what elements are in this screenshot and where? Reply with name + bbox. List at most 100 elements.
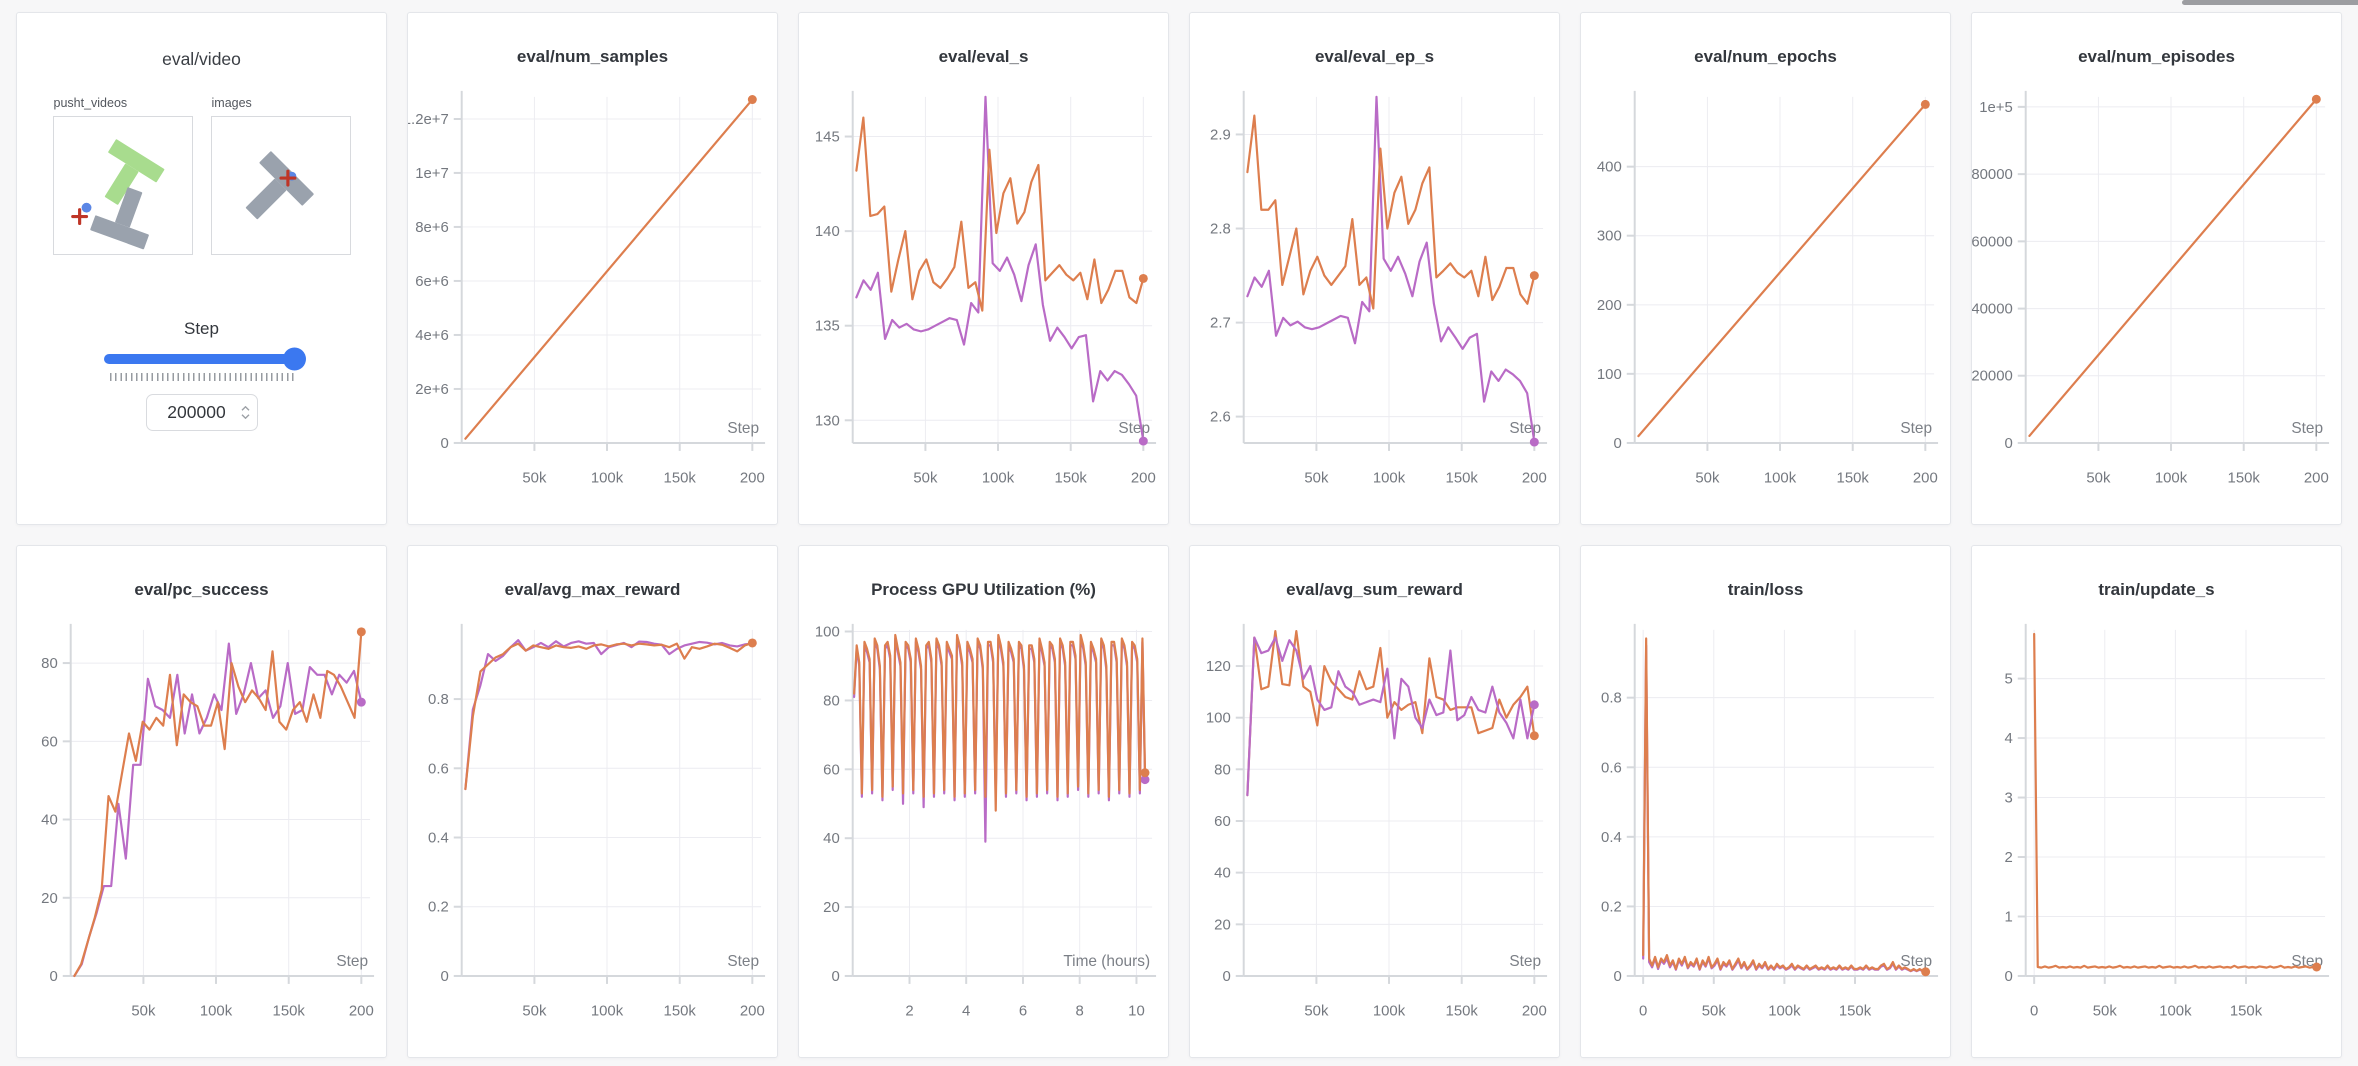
svg-text:2: 2 bbox=[905, 1004, 913, 1020]
svg-text:0: 0 bbox=[1222, 969, 1230, 985]
line-chart[interactable]: 50k 100k 150k 200 2.6 2.7 2.8 2.9 Step bbox=[1190, 69, 1559, 520]
panel-eval-avg-sum-reward: eval/avg_sum_reward 50k 100k 150k 200 0 20 40 6… bbox=[1189, 545, 1560, 1058]
line-chart[interactable]: 50k 100k 150k 200 0 20 40 60 80 100 120 Step bbox=[1190, 602, 1559, 1053]
svg-text:200: 200 bbox=[1597, 298, 1622, 314]
spinner-arrows[interactable] bbox=[241, 406, 250, 419]
step-input[interactable] bbox=[145, 394, 258, 431]
line-chart[interactable]: 50k 100k 150k 200 0 20 40 60 80 Step bbox=[17, 602, 386, 1053]
svg-text:Step: Step bbox=[1509, 953, 1541, 970]
svg-text:0.4: 0.4 bbox=[1601, 830, 1622, 846]
svg-text:8: 8 bbox=[1076, 1004, 1084, 1020]
svg-text:0.4: 0.4 bbox=[428, 830, 449, 846]
svg-text:Step: Step bbox=[727, 953, 759, 970]
svg-text:Step: Step bbox=[1900, 420, 1932, 437]
svg-text:50k: 50k bbox=[2086, 471, 2111, 487]
svg-text:40: 40 bbox=[823, 831, 840, 847]
svg-text:200: 200 bbox=[1913, 471, 1938, 487]
svg-text:50k: 50k bbox=[913, 471, 938, 487]
svg-text:6e+6: 6e+6 bbox=[415, 274, 449, 290]
svg-text:150k: 150k bbox=[273, 1004, 306, 1020]
horizontal-scrollbar[interactable] bbox=[2182, 0, 2358, 5]
panel-title: train/update_s bbox=[2098, 580, 2215, 599]
svg-text:0: 0 bbox=[1613, 969, 1621, 985]
step-slider-label: Step bbox=[184, 319, 219, 338]
line-chart[interactable]: 50k 100k 150k 200 0 2e+6 4e+6 6e+6 8e+6 1e+7 1.2e+… bbox=[408, 69, 777, 520]
svg-text:200: 200 bbox=[1131, 471, 1156, 487]
line-chart[interactable]: 50k 100k 150k 200 0 0.2 0.4 0.6 0.8 Step bbox=[408, 602, 777, 1053]
svg-text:10: 10 bbox=[1128, 1004, 1145, 1020]
svg-text:2.7: 2.7 bbox=[1210, 316, 1231, 332]
chevron-up-icon bbox=[241, 406, 249, 411]
svg-text:300: 300 bbox=[1597, 229, 1622, 245]
svg-text:0: 0 bbox=[1639, 1004, 1647, 1020]
svg-text:145: 145 bbox=[815, 130, 840, 146]
svg-text:150k: 150k bbox=[664, 1004, 697, 1020]
chevron-down-icon bbox=[241, 414, 249, 419]
svg-text:40000: 40000 bbox=[1972, 302, 2013, 318]
svg-text:1: 1 bbox=[2004, 909, 2012, 925]
pusht-video-thumbnail[interactable] bbox=[52, 116, 193, 255]
line-chart[interactable]: 0 50k 100k 150k 0 0.2 0.4 0.6 0.8 Step bbox=[1581, 602, 1950, 1053]
panel-title: eval/video bbox=[162, 49, 241, 69]
svg-text:50k: 50k bbox=[1695, 471, 1720, 487]
step-slider[interactable] bbox=[103, 347, 306, 371]
svg-text:50k: 50k bbox=[522, 1004, 547, 1020]
svg-text:100k: 100k bbox=[2155, 471, 2188, 487]
svg-text:50k: 50k bbox=[1304, 1004, 1329, 1020]
svg-text:100k: 100k bbox=[1768, 1004, 1801, 1020]
green-tee-shape bbox=[104, 139, 164, 205]
svg-text:50k: 50k bbox=[131, 1004, 156, 1020]
svg-text:0: 0 bbox=[2004, 436, 2012, 452]
svg-text:Step: Step bbox=[727, 420, 759, 437]
panel-title: train/loss bbox=[1727, 580, 1804, 599]
svg-text:4: 4 bbox=[962, 1004, 970, 1020]
svg-text:80: 80 bbox=[1214, 762, 1231, 778]
svg-text:0.6: 0.6 bbox=[1601, 760, 1622, 776]
svg-text:40: 40 bbox=[1214, 866, 1231, 882]
svg-text:50k: 50k bbox=[1304, 471, 1329, 487]
media-row: pusht_videos image bbox=[17, 96, 386, 255]
svg-text:1.2e+7: 1.2e+7 bbox=[408, 112, 449, 128]
svg-text:150k: 150k bbox=[1837, 471, 1870, 487]
svg-text:200: 200 bbox=[2304, 471, 2329, 487]
goal-cross-icon bbox=[70, 208, 88, 226]
svg-text:20: 20 bbox=[41, 891, 58, 907]
panel-train-loss: train/loss 0 50k 100k 150k 0 0.2 0.4 0.6 0.8 Step bbox=[1580, 545, 1951, 1058]
gray-tee-shape bbox=[245, 151, 314, 220]
svg-text:100k: 100k bbox=[982, 471, 1015, 487]
gray-tee-shape bbox=[89, 187, 149, 250]
slider-thumb[interactable] bbox=[282, 347, 306, 371]
svg-text:200: 200 bbox=[1522, 471, 1547, 487]
svg-text:100k: 100k bbox=[1373, 471, 1406, 487]
svg-text:8e+6: 8e+6 bbox=[415, 220, 449, 236]
svg-text:100k: 100k bbox=[200, 1004, 233, 1020]
svg-text:150k: 150k bbox=[1839, 1004, 1872, 1020]
line-chart[interactable]: 50k 100k 150k 200 0 20000 40000 60000 80000 1e+5 S… bbox=[1972, 69, 2341, 520]
svg-text:Time (hours): Time (hours) bbox=[1063, 953, 1150, 970]
panel-title: eval/num_samples bbox=[516, 47, 669, 66]
svg-text:50k: 50k bbox=[522, 471, 547, 487]
line-chart[interactable]: 50k 100k 150k 200 0 100 200 300 400 Step bbox=[1581, 69, 1950, 520]
panel-eval-pc-success: eval/pc_success 50k 100k 150k 200 0 20 40 60 80 S… bbox=[16, 545, 387, 1058]
media-caption: images bbox=[211, 96, 252, 110]
svg-text:140: 140 bbox=[815, 224, 840, 240]
svg-text:0.8: 0.8 bbox=[428, 692, 449, 708]
image-thumbnail[interactable] bbox=[210, 116, 351, 255]
step-value-input[interactable] bbox=[152, 402, 241, 423]
svg-text:150k: 150k bbox=[2228, 471, 2261, 487]
svg-text:100: 100 bbox=[1597, 367, 1622, 383]
panel-process-gpu-utilization: Process GPU Utilization (%) 2 4 6 8 10 0 20 40 6… bbox=[798, 545, 1169, 1058]
panel-train-update-s: train/update_s 0 50k 100k 150k 0 1 2 3 4 5 Step bbox=[1971, 545, 2342, 1058]
line-chart[interactable]: 50k 100k 150k 200 130 135 140 145 Step bbox=[799, 69, 1168, 520]
svg-text:Step: Step bbox=[2291, 420, 2323, 437]
svg-text:4: 4 bbox=[2004, 731, 2012, 747]
slider-tick-marks bbox=[109, 373, 294, 381]
svg-text:20: 20 bbox=[1214, 917, 1231, 933]
agent-dot bbox=[81, 202, 91, 213]
svg-text:2.6: 2.6 bbox=[1210, 410, 1231, 426]
svg-text:150k: 150k bbox=[1446, 1004, 1479, 1020]
svg-text:60: 60 bbox=[41, 734, 58, 750]
svg-text:200: 200 bbox=[1522, 1004, 1547, 1020]
